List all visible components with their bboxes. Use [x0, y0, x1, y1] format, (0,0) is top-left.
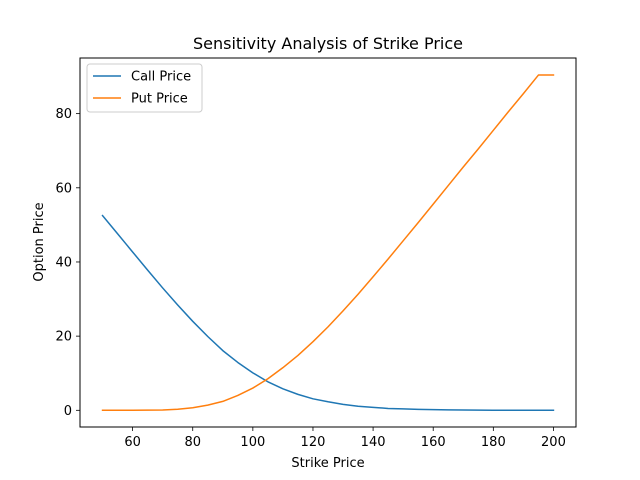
x-tick-label: 60	[124, 435, 141, 450]
y-tick-label: 60	[55, 181, 72, 196]
x-tick-label: 100	[240, 435, 265, 450]
y-axis: 0 20 40 60 80	[55, 107, 80, 419]
x-tick-label: 200	[541, 435, 566, 450]
y-tick-label: 40	[55, 255, 72, 270]
legend-label-call-price: Call Price	[131, 70, 191, 85]
x-axis-label: Strike Price	[291, 456, 364, 471]
y-tick-label: 0	[64, 404, 72, 419]
y-tick-label: 80	[55, 107, 72, 122]
y-tick-label: 20	[55, 330, 72, 345]
y-axis-label: Option Price	[32, 202, 47, 281]
legend: Call Price Put Price	[86, 63, 203, 113]
x-tick-label: 140	[361, 435, 386, 450]
axes-frame	[79, 57, 577, 428]
series-line-put-price	[101, 74, 555, 412]
x-tick-label: 80	[184, 435, 201, 450]
series-line-call-price	[101, 214, 555, 412]
x-tick-label: 120	[301, 435, 326, 450]
x-tick-label: 180	[481, 435, 506, 450]
x-axis: 60 80 100 120 140 160 180 200	[124, 427, 566, 450]
chart-title: Sensitivity Analysis of Strike Price	[193, 34, 463, 53]
plot-area	[101, 74, 555, 412]
x-tick-label: 160	[421, 435, 446, 450]
legend-label-put-price: Put Price	[131, 92, 188, 107]
